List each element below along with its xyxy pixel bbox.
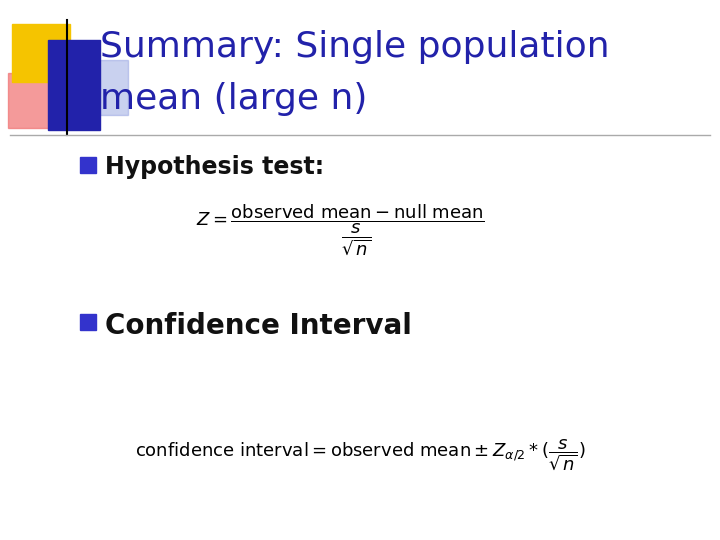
Text: Summary: Single population: Summary: Single population — [100, 30, 610, 64]
Bar — [12, 24, 70, 82]
Text: $\mathrm{confidence\ interval} = \mathrm{observed\ mean} \pm Z_{\alpha/2} *(\dfr: $\mathrm{confidence\ interval} = \mathrm… — [135, 437, 585, 472]
Text: $Z = \dfrac{\mathrm{observed\ mean} - \mathrm{null\ mean}}{\dfrac{s}{\sqrt{n}}}$: $Z = \dfrac{\mathrm{observed\ mean} - \m… — [196, 202, 485, 257]
Bar — [8, 73, 65, 128]
Bar — [80, 157, 96, 173]
Bar — [98, 60, 128, 115]
Text: Confidence Interval: Confidence Interval — [105, 312, 412, 340]
Bar — [48, 40, 100, 130]
Text: Hypothesis test:: Hypothesis test: — [105, 155, 324, 179]
Bar — [80, 314, 96, 330]
Text: mean (large n): mean (large n) — [100, 82, 367, 116]
